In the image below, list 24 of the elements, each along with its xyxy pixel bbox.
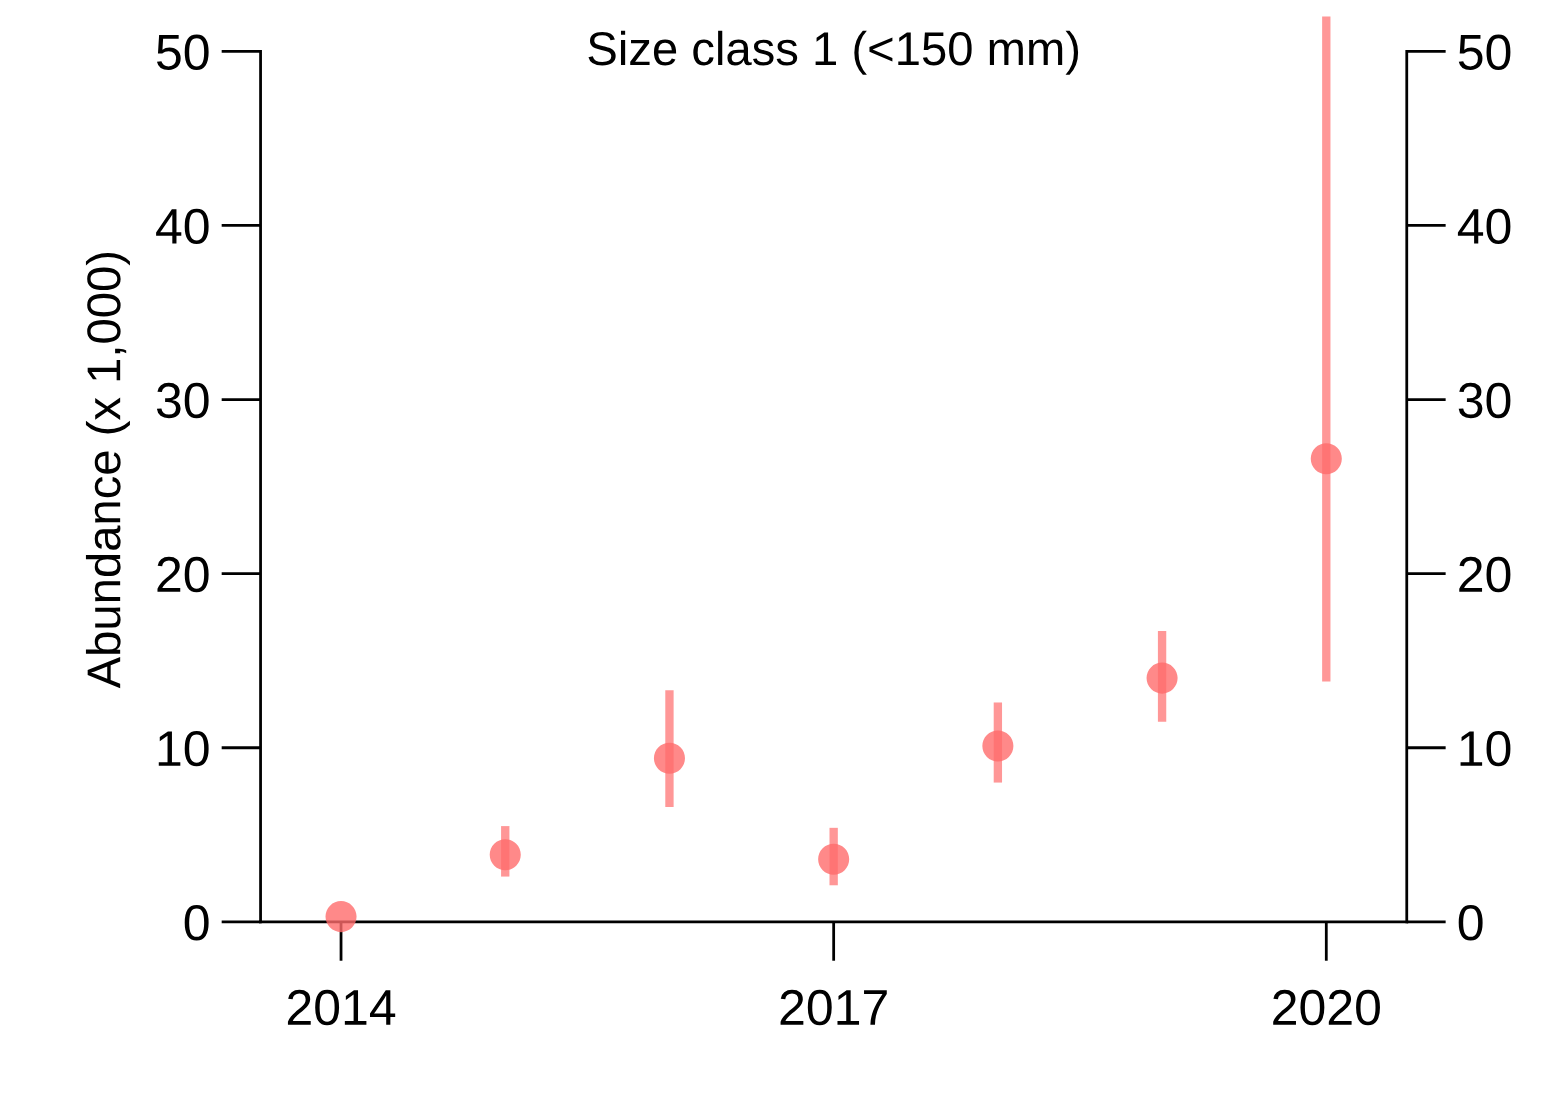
point (818, 843, 850, 875)
point (982, 730, 1014, 762)
y-tick-label: 40 (156, 208, 209, 245)
y2-tick-label: 0 (1458, 905, 1483, 941)
x-tick-label: 2014 (287, 989, 396, 1026)
y2-tick-label: 30 (1458, 382, 1511, 419)
x-tick-label: 2017 (780, 989, 887, 1026)
chart-title: Size class 1 (<150 mm) (588, 30, 1079, 75)
y2-tick-label: 50 (1458, 34, 1511, 70)
y2-tick-label: 10 (1460, 730, 1511, 767)
y2-tick-label: 20 (1459, 556, 1511, 593)
point (1146, 662, 1178, 694)
y-tick-label: 50 (156, 34, 209, 70)
y2-tick-label: 40 (1457, 208, 1511, 245)
y-tick-label: 10 (158, 730, 209, 767)
point (325, 901, 357, 933)
y-axis-title: Abundance (x 1,000) (85, 252, 130, 689)
y-tick-label: 30 (156, 382, 209, 419)
y-tick-label: 0 (184, 905, 209, 941)
point (653, 742, 685, 774)
point (489, 839, 521, 871)
x-tick-label: 2020 (1273, 989, 1380, 1026)
y-tick-label: 20 (157, 556, 209, 593)
point (1310, 443, 1342, 475)
